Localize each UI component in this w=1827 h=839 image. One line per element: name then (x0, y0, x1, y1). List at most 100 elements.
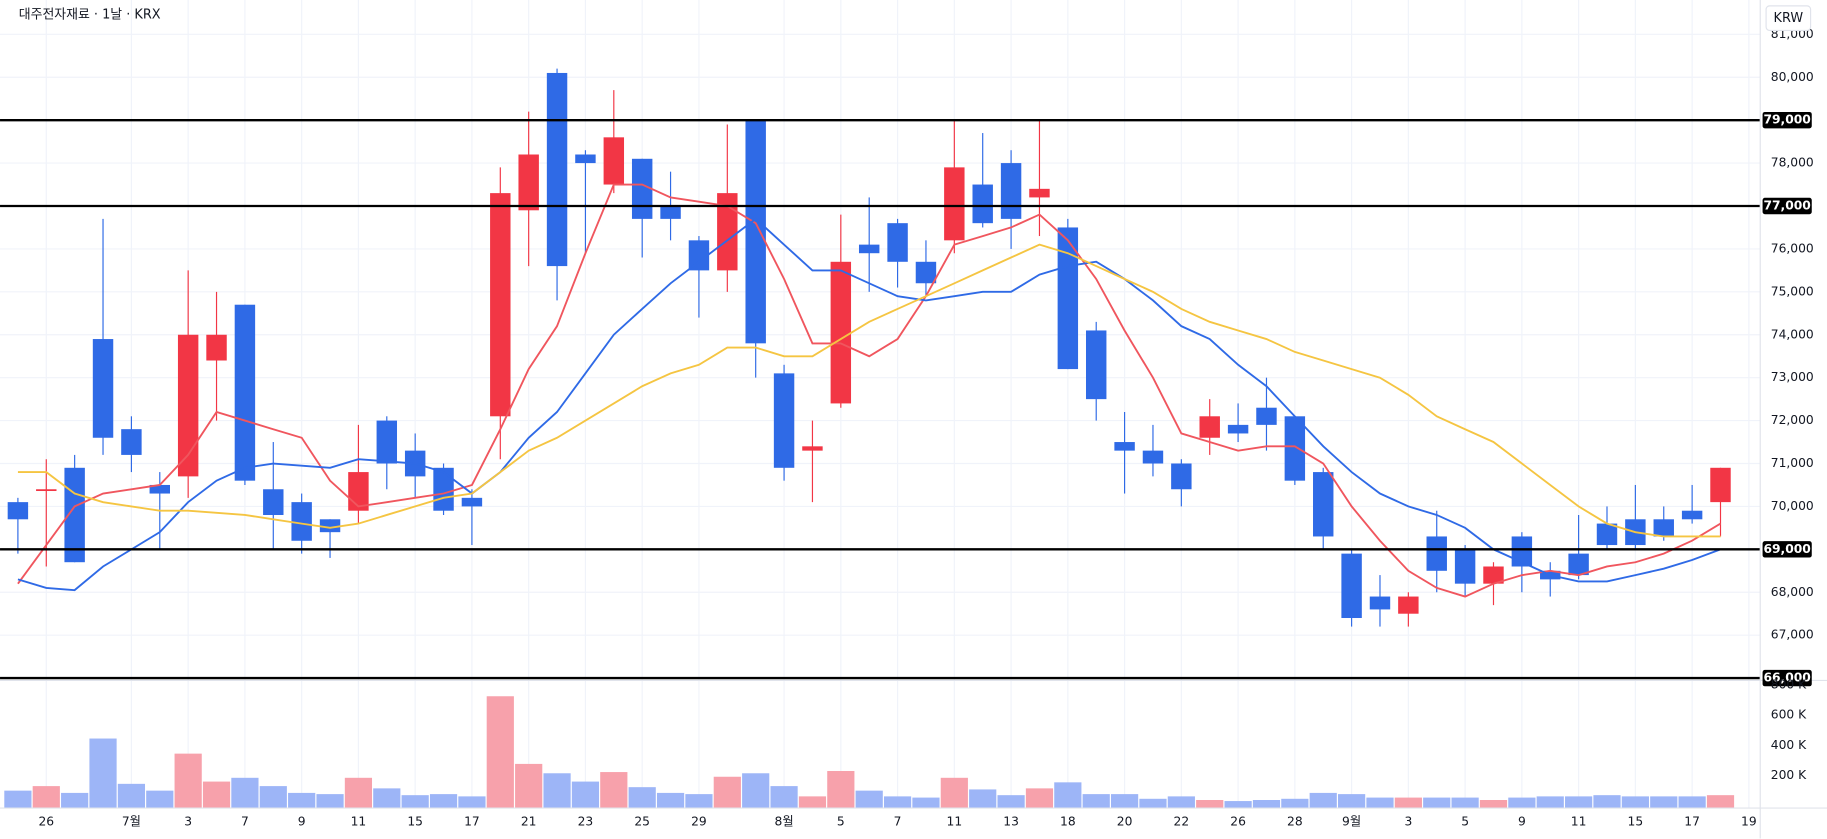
volume-bar (401, 795, 429, 809)
x-tick-label: 7 (241, 815, 249, 829)
y-tick-label: 75,000 (1771, 284, 1814, 298)
volume-bar (1309, 792, 1337, 809)
x-tick-label: 28 (1287, 815, 1303, 829)
level-label-box (1762, 111, 1812, 129)
volume-bar (1479, 800, 1508, 809)
x-tick-label: 15 (1628, 815, 1644, 829)
volume-bar (1423, 797, 1451, 809)
candle-body (1256, 407, 1277, 425)
x-tick-label: 26 (1230, 815, 1246, 829)
moving-average-line (17, 217, 1721, 592)
volume-bar (1536, 796, 1564, 809)
candle-body (177, 334, 199, 477)
x-tick-label: 11 (1571, 815, 1587, 829)
volume-bar (969, 789, 997, 809)
volume-bar (543, 773, 571, 809)
x-tick-label: 20 (1117, 815, 1133, 829)
volume-bar (486, 696, 514, 809)
volume-bar (1167, 796, 1195, 809)
candle-body (206, 334, 227, 361)
volume-bar (202, 781, 231, 809)
candle-body (1369, 596, 1391, 610)
candle-body (1596, 523, 1618, 546)
candle-body (660, 206, 681, 219)
x-tick-label: 15 (407, 815, 423, 829)
volume-bar (1281, 798, 1309, 809)
x-tick-label: 7 (894, 815, 902, 829)
volume-bar (1110, 794, 1139, 809)
currency-button[interactable] (1765, 5, 1812, 32)
volume-bar (883, 796, 912, 809)
volume-bar (458, 796, 486, 809)
candle-body (802, 446, 823, 451)
candle-body (121, 429, 142, 455)
x-tick-label: 26 (38, 815, 54, 829)
moving-average-line (17, 183, 1722, 598)
candle-body (1483, 566, 1504, 584)
candle-body (1398, 596, 1419, 614)
candle-body (887, 223, 908, 262)
candle-body (1085, 330, 1107, 400)
candle-body (546, 72, 568, 267)
volume-bar (146, 790, 174, 809)
x-tick-label: 25 (634, 815, 650, 829)
volume-bar (827, 771, 855, 809)
candle-body (64, 467, 85, 563)
candle-body (36, 489, 57, 492)
volume-bar (1025, 788, 1054, 809)
volume-bar (1621, 796, 1649, 809)
volume-bar (656, 792, 685, 809)
volume-bar (61, 792, 89, 809)
candle-body (433, 467, 454, 511)
level-label: 69,000 (1763, 542, 1810, 556)
y-tick-label: 71,000 (1771, 456, 1814, 470)
candle-body (773, 373, 795, 468)
candle-body (291, 502, 312, 541)
y-tick-label: 68,000 (1771, 585, 1814, 599)
x-tick-label: 13 (1003, 815, 1019, 829)
volume-bar (571, 781, 600, 809)
x-tick-label: 11 (947, 815, 963, 829)
x-tick-label: 9 (298, 815, 306, 829)
currency-button-label[interactable]: KRW (1774, 11, 1804, 26)
level-label-box (1762, 541, 1812, 558)
candle-body (1029, 188, 1050, 198)
candle-body (490, 193, 511, 417)
y-tick-label: 400 K (1771, 738, 1807, 752)
candle-body (518, 154, 539, 211)
candle-body (603, 137, 625, 185)
volume-bar (288, 792, 316, 809)
volume-bar (1252, 800, 1281, 809)
volume-bar (515, 763, 543, 809)
volume-bar (798, 796, 827, 809)
volume-bar (1706, 795, 1735, 809)
y-tick-label: 600 K (1771, 708, 1807, 722)
candle-body (858, 244, 880, 254)
volume-bar (316, 794, 344, 809)
x-tick-label: 9월 (1342, 815, 1361, 829)
volume-bar (1593, 795, 1621, 809)
y-tick-label: 70,000 (1771, 499, 1814, 513)
x-tick-label: 7월 (122, 815, 141, 829)
volume-bar (912, 797, 940, 809)
candle-body (319, 519, 341, 533)
candle-body (631, 158, 653, 219)
axes: 81,00080,00078,00076,00075,00074,00073,0… (38, 27, 1813, 829)
volume-bar (685, 794, 713, 809)
candle-body (1057, 227, 1079, 370)
candle-body (944, 167, 965, 241)
moving-average-line (17, 243, 1721, 538)
x-tick-label: 22 (1174, 815, 1190, 829)
x-tick-label: 18 (1060, 815, 1076, 829)
volume-bar (600, 772, 628, 809)
y-tick-label: 74,000 (1771, 327, 1814, 341)
volume-bar (1678, 796, 1706, 809)
candle-body (745, 120, 766, 344)
volume-bar (1224, 801, 1252, 809)
volume-bar (997, 795, 1025, 809)
volume-bar (32, 786, 60, 809)
candle-body (1426, 536, 1447, 571)
